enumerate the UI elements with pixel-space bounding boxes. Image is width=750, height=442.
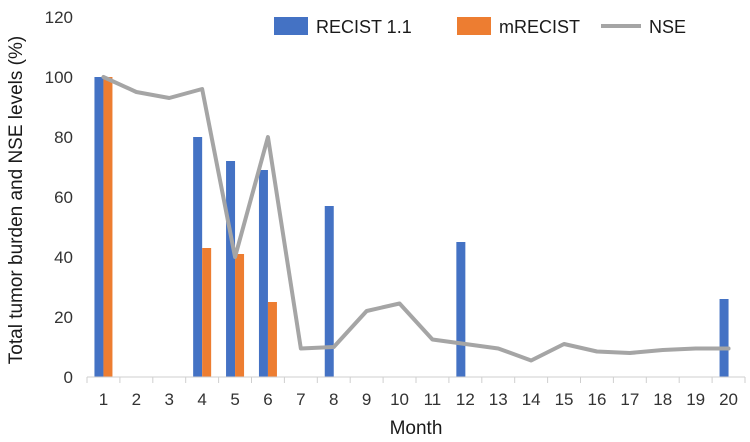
bars (94, 77, 729, 377)
x-tick-label: 4 (197, 390, 206, 409)
x-tick-label: 15 (555, 390, 574, 409)
bar-recist-1-1-month-4 (193, 137, 203, 377)
bar-recist-1-1-month-20 (719, 299, 729, 377)
line-nse (101, 75, 731, 363)
y-axis-title: Total tumor burden and NSE levels (%) (6, 36, 27, 364)
legend-swatch-mrecist (457, 17, 491, 35)
x-tick-label: 1 (99, 390, 108, 409)
x-tick-label: 7 (296, 390, 305, 409)
bar-recist-1-1-month-8 (324, 206, 334, 377)
x-tick-label: 14 (522, 390, 541, 409)
x-tick-label: 3 (165, 390, 174, 409)
x-tick-label: 12 (456, 390, 475, 409)
bar-recist-1-1-month-12 (456, 242, 466, 377)
y-tick-label: 0 (64, 368, 73, 387)
nse-line (101, 75, 731, 363)
x-axis-title: Month (390, 418, 443, 439)
y-tick-label: 40 (54, 248, 73, 267)
y-tick-label: 120 (45, 8, 73, 27)
x-tick-label: 10 (390, 390, 409, 409)
bar-mrecist-month-4 (202, 248, 212, 377)
legend-label-recist-1-1: RECIST 1.1 (316, 17, 412, 37)
x-tick-label: 8 (329, 390, 338, 409)
y-tick-label: 20 (54, 308, 73, 327)
legend-swatch-recist-1-1 (274, 17, 308, 35)
x-tick-label: 2 (132, 390, 141, 409)
y-axis-ticks: 0 20 40 60 80 100 120 (45, 8, 73, 387)
x-tick-label: 16 (587, 390, 606, 409)
bar-recist-1-1-month-5 (226, 161, 236, 377)
x-axis-ticks: 1 2 3 4 5 6 7 8 9 10 11 12 13 14 15 16 17 18 19 20 (86, 377, 746, 409)
bar-mrecist-month-5 (235, 254, 245, 377)
bar-recist-1-1-month-6 (258, 170, 268, 377)
x-tick-label: 17 (620, 390, 639, 409)
bar-mrecist-month-6 (267, 302, 277, 377)
legend: RECIST 1.1 mRECIST NSE (274, 17, 686, 37)
legend-label-nse: NSE (649, 17, 686, 37)
x-tick-label: 13 (489, 390, 508, 409)
x-tick-label: 18 (653, 390, 672, 409)
bar-mrecist-month-1 (103, 77, 113, 377)
x-tick-label: 9 (362, 390, 371, 409)
y-tick-label: 80 (54, 128, 73, 147)
x-tick-label: 19 (686, 390, 705, 409)
x-tick-label: 11 (424, 390, 442, 409)
legend-label-mrecist: mRECIST (499, 17, 580, 37)
y-tick-label: 100 (45, 68, 73, 87)
x-tick-label: 6 (263, 390, 272, 409)
y-tick-label: 60 (54, 188, 73, 207)
bar-recist-1-1-month-1 (94, 77, 104, 377)
x-tick-label: 20 (719, 390, 738, 409)
x-tick-label: 5 (230, 390, 239, 409)
